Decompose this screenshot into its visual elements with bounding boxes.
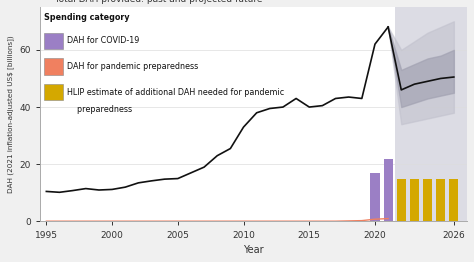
Text: —  Total DAH provided: past and projected future: — Total DAH provided: past and projected…: [40, 0, 262, 4]
Bar: [449, 179, 458, 221]
Bar: [397, 179, 406, 221]
Bar: [383, 159, 393, 221]
Bar: [370, 173, 380, 221]
Bar: [395, 7, 467, 221]
Text: DAH for pandemic preparedness: DAH for pandemic preparedness: [67, 62, 198, 71]
Text: Spending category: Spending category: [44, 13, 130, 22]
Text: preparedness: preparedness: [67, 105, 132, 114]
Bar: [44, 33, 63, 49]
Y-axis label: DAH (2021 inflation-adjusted US$ [billions]): DAH (2021 inflation-adjusted US$ [billio…: [7, 35, 14, 193]
X-axis label: Year: Year: [243, 245, 264, 255]
Bar: [436, 179, 445, 221]
Bar: [423, 179, 432, 221]
Bar: [410, 179, 419, 221]
Text: HLIP estimate of additional DAH needed for pandemic: HLIP estimate of additional DAH needed f…: [67, 88, 284, 97]
Text: DAH for COVID-19: DAH for COVID-19: [67, 36, 139, 45]
Bar: [44, 58, 63, 74]
Bar: [44, 84, 63, 100]
